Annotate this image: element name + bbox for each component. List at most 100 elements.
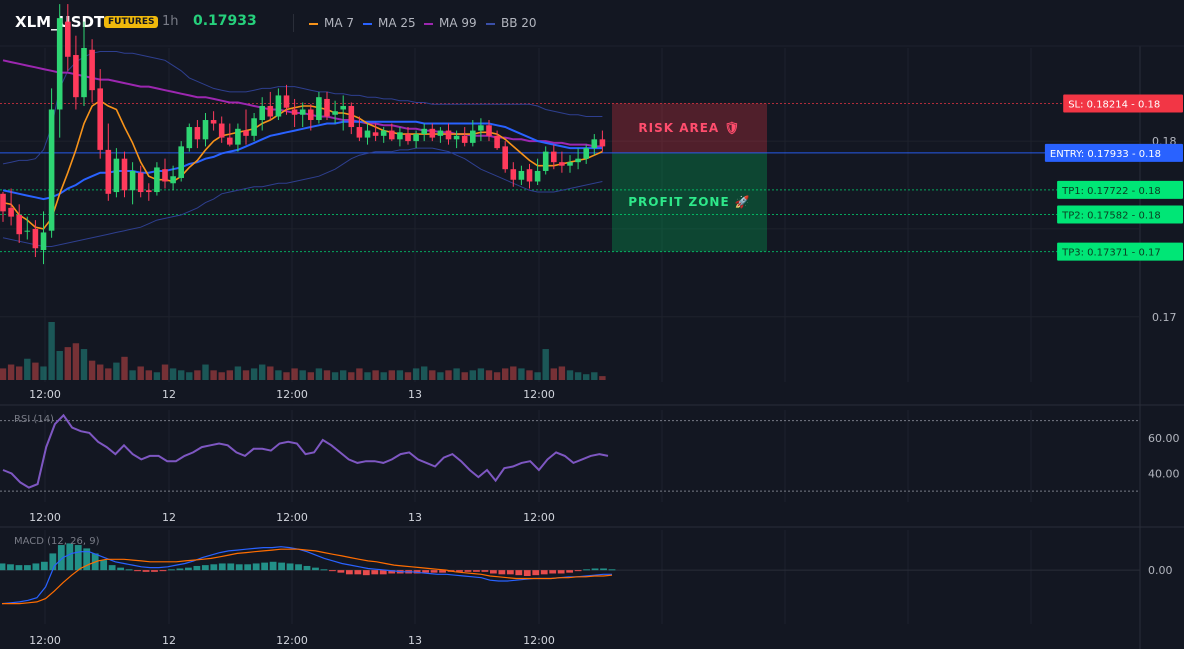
macd-histogram-bar xyxy=(481,570,489,572)
volume-bar xyxy=(542,349,549,380)
volume-bar xyxy=(299,370,306,380)
macd-histogram-bar xyxy=(134,570,141,572)
tp2-price-tag xyxy=(1057,205,1183,224)
candle-body xyxy=(178,146,184,178)
candle-body xyxy=(162,169,168,182)
volume-bar xyxy=(242,370,250,380)
macd-histogram-bar xyxy=(456,570,463,572)
candle-body xyxy=(97,88,103,150)
time-axis-label: 12:00 xyxy=(29,511,61,524)
candle-body xyxy=(478,125,484,131)
volume-bar xyxy=(599,376,606,380)
volume-bar xyxy=(396,370,404,380)
volume-bar xyxy=(56,351,63,380)
candle-body xyxy=(502,146,508,170)
volume-bar xyxy=(477,368,485,380)
candle-body xyxy=(194,127,201,140)
interval-selector[interactable]: 1h xyxy=(162,14,179,29)
macd-histogram-bar xyxy=(159,570,167,572)
time-axis-label: 13 xyxy=(408,511,422,524)
volume-bar xyxy=(388,370,395,380)
profit-zone-label: PROFIT ZONE 🚀 xyxy=(628,195,751,209)
candle-body xyxy=(105,149,112,194)
macd-histogram-bar xyxy=(540,570,548,575)
macd-histogram-bar xyxy=(184,567,192,571)
candle-body xyxy=(332,111,338,115)
legend-bb20[interactable]: BB 20 xyxy=(486,16,537,30)
macd-histogram-bar xyxy=(142,570,150,572)
candle-body xyxy=(340,105,346,110)
volume-bar xyxy=(7,364,15,380)
candle-body xyxy=(0,193,6,212)
candle-body xyxy=(137,172,144,193)
candle-body xyxy=(259,105,265,121)
macd-histogram-bar xyxy=(49,553,57,571)
volume-bar xyxy=(550,368,557,380)
volume-bar xyxy=(267,366,274,380)
candle-body xyxy=(48,109,55,231)
macd-histogram-bar xyxy=(83,548,91,571)
tp2-price-tag-label: TP2: 0.17582 - 0.18 xyxy=(1061,211,1161,222)
candle-body xyxy=(202,120,209,140)
volume-bar xyxy=(64,347,71,380)
volume-bar xyxy=(186,372,193,380)
macd-histogram-bar xyxy=(193,565,201,571)
candle-body xyxy=(227,137,233,145)
legend-ma25[interactable]: MA 25 xyxy=(363,16,416,30)
time-axis-label: 12 xyxy=(162,388,176,401)
time-axis-label: 12:00 xyxy=(276,388,308,401)
macd-histogram-bar xyxy=(439,570,446,573)
macd-histogram-bar xyxy=(201,565,209,571)
volume-bar xyxy=(40,366,47,380)
rsi-line xyxy=(2,413,609,489)
time-axis-label: 12:00 xyxy=(276,511,308,524)
volume-bar xyxy=(348,372,355,380)
candle-body xyxy=(534,170,541,182)
rsi-axis-label: 40.00 xyxy=(1148,468,1180,481)
candle-body xyxy=(518,170,525,180)
volume-bar xyxy=(574,372,582,380)
candle-body xyxy=(421,128,427,135)
macd-histogram-bar xyxy=(329,570,336,572)
volume-bar xyxy=(372,370,379,380)
profit-zone xyxy=(612,152,767,252)
candle-body xyxy=(486,125,492,136)
candle-body xyxy=(16,214,22,235)
volume-bar xyxy=(566,370,574,380)
candle-body xyxy=(380,130,387,136)
volume-bar xyxy=(145,370,152,380)
time-axis-label: 12 xyxy=(162,511,176,524)
volume-bar xyxy=(48,322,55,380)
volume-bar xyxy=(323,370,331,380)
candle-body xyxy=(583,148,589,159)
candle-body xyxy=(121,158,128,191)
legend-ma99[interactable]: MA 99 xyxy=(424,16,477,30)
ma25-line xyxy=(2,120,603,201)
macd-histogram-bar xyxy=(176,568,184,571)
volume-bar xyxy=(0,368,7,380)
macd-histogram-bar xyxy=(473,570,480,572)
bollinger-upper-band xyxy=(2,51,603,165)
volume-bar xyxy=(315,368,323,380)
volume-bar xyxy=(364,372,371,380)
candle-body xyxy=(324,98,330,117)
candle-body xyxy=(283,95,290,108)
volume-bar xyxy=(469,370,476,380)
volume-bar xyxy=(250,368,258,380)
volume-bar xyxy=(412,368,420,380)
macd-histogram-bar xyxy=(354,570,362,575)
candle-body xyxy=(89,49,95,91)
macd-histogram-bar xyxy=(244,564,252,571)
legend-ma7[interactable]: MA 7 xyxy=(309,16,354,30)
volume-bar xyxy=(113,362,120,380)
candle-body xyxy=(356,127,363,138)
volume-bar xyxy=(445,370,452,380)
volume-bar xyxy=(510,366,517,380)
candle-body xyxy=(81,48,87,98)
volume-bar xyxy=(485,370,493,380)
candle-body xyxy=(275,95,282,117)
price-axis-label: 0.17 xyxy=(1152,311,1177,324)
macd-histogram-bar xyxy=(600,568,607,571)
macd-axis-label: 0.00 xyxy=(1148,564,1173,577)
